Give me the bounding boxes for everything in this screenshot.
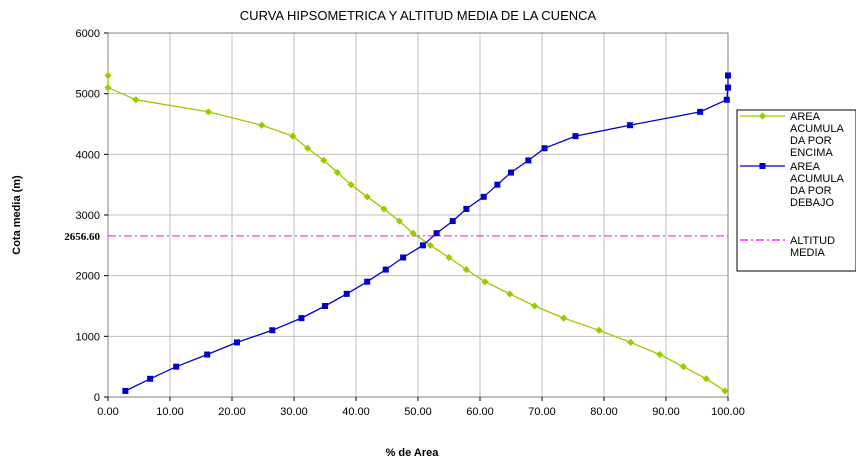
data-point-debajo (697, 108, 704, 115)
data-point-debajo (298, 315, 305, 322)
data-point-debajo (204, 351, 211, 358)
data-point-encima (426, 241, 434, 249)
data-point-encima (595, 326, 603, 334)
grid-layer (107, 32, 729, 398)
legend-label-altitud-media: MEDIA (790, 247, 826, 259)
data-point-encima (333, 168, 341, 177)
data-point-debajo (122, 387, 129, 394)
data-point-encima (104, 84, 112, 92)
legend-label-encima: DA POR (790, 135, 832, 147)
x-tick-label: 70.00 (528, 406, 556, 418)
data-point-encima (347, 181, 355, 189)
y-tick-label: 1000 (76, 331, 100, 343)
x-tick-label: 80.00 (590, 406, 618, 418)
data-point-debajo (419, 242, 426, 249)
data-point-debajo (400, 254, 407, 261)
data-point-encima (445, 253, 453, 262)
data-point-debajo (494, 181, 501, 188)
data-point-encima (627, 338, 635, 346)
data-point-encima (530, 302, 539, 310)
data-point-encima (104, 71, 112, 80)
data-point-debajo (433, 230, 440, 237)
data-point-debajo (541, 145, 548, 152)
x-tick-label: 50.00 (404, 406, 432, 418)
data-point-debajo (269, 327, 276, 334)
x-tick-label: 60.00 (466, 406, 494, 418)
data-point-debajo (233, 339, 240, 346)
legend-label-encima: ENCIMA (790, 147, 833, 159)
x-tick-label: 10.00 (156, 406, 184, 418)
legend-label-encima: ACUMULA (790, 123, 844, 135)
y-tick-label: 2000 (76, 271, 100, 283)
tick-layer: 0.00 10.00 20.00 30.00 40.00 50.00 60.00 70.00 8… (76, 28, 745, 418)
reference-layer: 2656.60 (64, 231, 728, 243)
legend-box (736, 109, 856, 272)
data-point-debajo (173, 363, 180, 370)
x-tick-label: 100.00 (711, 406, 745, 418)
data-point-encima (289, 132, 297, 140)
data-point-debajo (322, 303, 328, 309)
x-axis-label: % de Area (386, 447, 440, 459)
data-point-encima (304, 144, 312, 152)
y-axis-label: Cota media (m) (11, 175, 23, 255)
data-point-encima (363, 193, 371, 201)
chart-title: CURVA HIPSOMETRICA Y ALTITUD MEDIA DE LA… (240, 8, 597, 23)
x-tick-label: 90.00 (652, 406, 680, 418)
data-point-debajo (723, 96, 730, 103)
data-point-debajo (525, 157, 532, 164)
legend-label-debajo: DA POR (790, 185, 832, 197)
legend-marker-encima (758, 112, 767, 120)
legend-label-debajo: DEBAJO (790, 197, 834, 209)
data-point-encima (481, 278, 489, 286)
x-tick-label: 40.00 (342, 406, 370, 418)
y-tick-label: 0 (94, 392, 100, 404)
x-tick-label: 0.00 (97, 406, 118, 418)
data-point-debajo (480, 193, 487, 200)
legend-label-debajo: AREA (790, 161, 821, 173)
series-layer (104, 71, 731, 395)
data-point-debajo (463, 205, 470, 212)
data-point-encima (560, 314, 568, 322)
legend-label-encima: AREA (790, 111, 821, 123)
legend-label-altitud-media: ALTITUD (790, 235, 835, 247)
data-point-encima (320, 156, 328, 164)
data-point-debajo (382, 266, 389, 273)
data-point-debajo (343, 290, 350, 297)
y-tick-label: 5000 (76, 89, 100, 101)
data-point-encima (721, 387, 729, 395)
data-point-debajo (508, 169, 514, 176)
y-tick-label: 4000 (76, 149, 100, 161)
data-point-debajo (147, 375, 154, 382)
data-point-encima (132, 96, 140, 104)
legend-marker-debajo (759, 163, 766, 169)
data-point-debajo (449, 218, 456, 225)
data-point-debajo (627, 122, 634, 129)
altitud-media-label: 2656.60 (64, 231, 100, 243)
data-point-debajo (725, 72, 731, 79)
series-debajo-line (125, 75, 729, 392)
data-point-encima (258, 121, 266, 129)
data-point-encima (702, 375, 710, 383)
data-point-encima (462, 266, 470, 274)
data-point-debajo (364, 278, 371, 285)
data-point-encima (204, 108, 213, 116)
data-point-debajo (725, 84, 731, 91)
data-point-encima (679, 363, 687, 371)
data-point-encima (506, 290, 514, 298)
data-point-encima (395, 217, 403, 225)
x-tick-label: 30.00 (280, 406, 308, 418)
x-tick-label: 20.00 (218, 406, 246, 418)
data-point-debajo (572, 133, 579, 140)
y-tick-label: 3000 (76, 210, 100, 222)
data-point-encima (380, 205, 388, 213)
y-tick-label: 6000 (76, 28, 100, 40)
legend-label-debajo: ACUMULA (790, 173, 844, 185)
data-point-encima (409, 229, 417, 237)
data-point-encima (656, 350, 664, 359)
